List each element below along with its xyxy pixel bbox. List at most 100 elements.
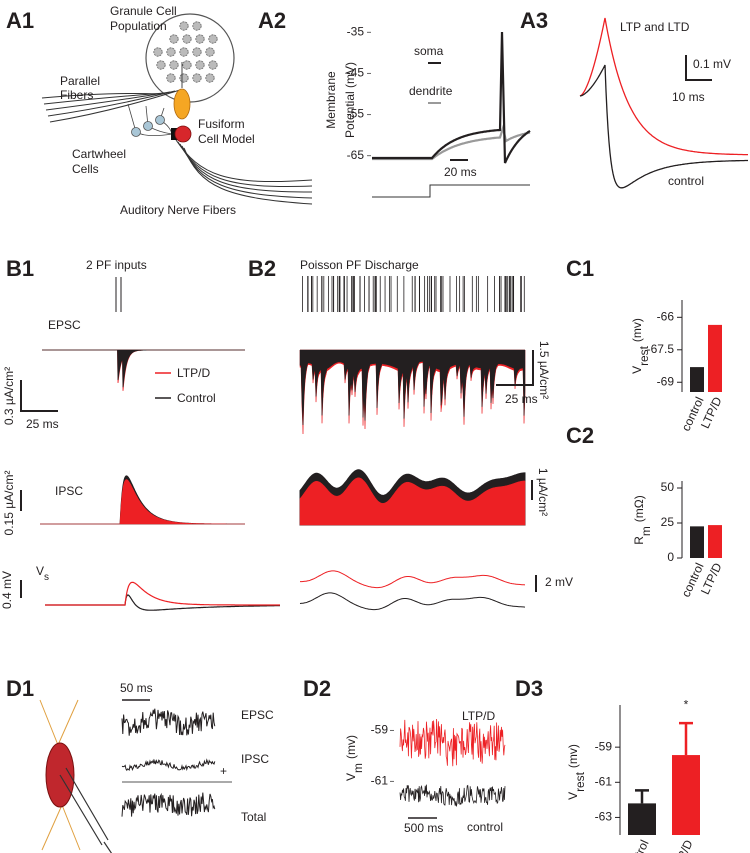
panel-label: B1: [6, 256, 34, 281]
ipsc-ltp-trace: [299, 477, 526, 526]
dendrite-line: [39, 699, 81, 851]
trace-label: control: [467, 820, 503, 834]
panel-label: A2: [258, 8, 286, 33]
panel-label: C2: [566, 423, 594, 448]
granule-cell: [195, 60, 205, 70]
y-axis-label: Vm (mv): [344, 735, 365, 781]
fusiform-axon: [171, 128, 177, 140]
y-tick-label: -55: [347, 107, 365, 121]
label: Population: [110, 19, 167, 33]
granule-cell: [166, 47, 176, 57]
ltp-ltd-trace: [579, 17, 748, 156]
label: Parallel: [60, 74, 100, 88]
label-unit: (mΩ): [632, 495, 646, 522]
auditory-fiber: [183, 147, 313, 205]
cartwheel-cell: [155, 115, 165, 125]
granule-cell: [182, 60, 192, 70]
epsc-ltp-trace: [42, 349, 245, 391]
vs-control-trace: [45, 594, 280, 611]
soma-trace: [372, 31, 531, 164]
legend-label: dendrite: [409, 84, 453, 98]
label: 10 ms: [672, 90, 705, 104]
bar: [708, 324, 722, 392]
auditory-fiber: [181, 145, 313, 199]
y-tick-label: -66: [657, 309, 675, 323]
y-axis-label: Membrane: [324, 71, 338, 129]
y-tick-label: -61: [595, 774, 613, 788]
label-unit: (mv): [566, 744, 580, 768]
label-subscript: rest: [637, 345, 651, 366]
y-tick-label: -65: [347, 148, 365, 162]
granule-cell: [205, 73, 215, 83]
label: 2 mV: [545, 575, 573, 589]
y-axis-label: Rm (mΩ): [632, 495, 653, 545]
label-unit: (mv): [630, 318, 644, 342]
cartwheel-cell: [143, 121, 153, 131]
significance-marker: *: [684, 697, 689, 711]
y-tick-label: -35: [347, 25, 365, 39]
parallel-fiber: [49, 89, 181, 123]
cartwheel-cell: [131, 127, 141, 137]
y-axis-label: Potential (mV): [343, 62, 357, 138]
label: Cartwheel: [72, 147, 126, 161]
vs-control-trace: [299, 592, 526, 611]
y-tick-label: 25: [661, 515, 675, 529]
label: 0.3 µA/cm²: [2, 367, 16, 425]
y-axis-label: Vrest (mv): [630, 318, 651, 374]
error-bar: [679, 721, 693, 756]
trace-label: LTP/D: [462, 709, 495, 723]
label-subscript: rest: [573, 771, 587, 792]
scale-bar: [685, 55, 712, 81]
bar: [628, 803, 656, 835]
panel-label: D2: [303, 676, 331, 701]
label: IPSC: [55, 484, 83, 498]
y-tick-label: -69: [657, 374, 675, 388]
bar: [672, 755, 700, 835]
legend-label: soma: [414, 44, 444, 58]
granule-cell: [192, 47, 202, 57]
panel-label: D1: [6, 676, 34, 701]
label: 500 ms: [404, 821, 443, 835]
panel-label: C1: [566, 256, 594, 281]
label: 1 µA/cm²: [536, 468, 550, 516]
granule-cell: [208, 60, 218, 70]
label: 2 PF inputs: [86, 258, 147, 272]
label: Cell Model: [198, 132, 255, 146]
granule-cell: [192, 73, 202, 83]
label: 0.1 mV: [693, 57, 731, 71]
fusiform-dendrite-compartment: [173, 88, 191, 120]
y-tick-label: -67.5: [647, 342, 675, 356]
cartwheel-axon: [135, 131, 173, 136]
legend-label: Control: [177, 391, 216, 405]
panel-label: B2: [248, 256, 276, 281]
label: 25 ms: [505, 392, 538, 406]
label-symbol: V: [566, 792, 580, 800]
label-subscript: m: [351, 763, 365, 773]
trace-label: Total: [241, 810, 266, 824]
vs-label: Vs: [36, 564, 49, 583]
label: Cells: [72, 162, 99, 176]
label: Granule Cell: [110, 4, 177, 18]
granule-cell: [179, 73, 189, 83]
vs-ltp-trace: [300, 570, 526, 589]
trace-label: control: [668, 174, 704, 188]
y-tick-label: -45: [347, 66, 365, 80]
ipsc-ltp-trace: [40, 479, 245, 525]
ipsc-trace: [121, 758, 216, 772]
electrode: [59, 767, 113, 853]
label: EPSC: [48, 318, 81, 332]
ltp-trace: [399, 718, 506, 767]
y-tick-label: -59: [595, 739, 613, 753]
current-step: [372, 184, 530, 198]
label-symbol: V: [630, 366, 644, 374]
y-tick-label: -61: [371, 774, 389, 788]
granule-cell: [182, 34, 192, 44]
label: +: [220, 764, 227, 778]
y-axis-label: Vrest (mv): [566, 744, 587, 800]
epsc-trace: [121, 708, 216, 736]
granule-cell: [208, 34, 218, 44]
control-trace: [579, 64, 748, 189]
granule-cell: [192, 21, 202, 31]
control-trace: [399, 784, 506, 807]
